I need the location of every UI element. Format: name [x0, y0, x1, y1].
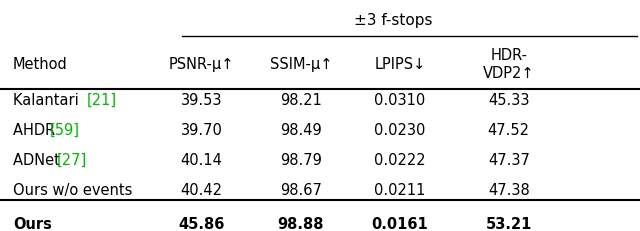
- Text: 39.70: 39.70: [180, 123, 223, 138]
- Text: LPIPS↓: LPIPS↓: [374, 57, 426, 72]
- Text: 98.79: 98.79: [280, 153, 322, 168]
- Text: 0.0211: 0.0211: [374, 183, 426, 198]
- Text: AHDR: AHDR: [13, 123, 60, 138]
- Text: [59]: [59]: [50, 123, 79, 138]
- Text: 98.49: 98.49: [280, 123, 322, 138]
- Text: Method: Method: [13, 57, 68, 72]
- Text: ±3 f-stops: ±3 f-stops: [355, 13, 433, 28]
- Text: SSIM-μ↑: SSIM-μ↑: [269, 57, 332, 72]
- Text: 0.0230: 0.0230: [374, 123, 426, 138]
- Text: 98.67: 98.67: [280, 183, 322, 198]
- Text: 40.42: 40.42: [180, 183, 223, 198]
- Text: ADNet: ADNet: [13, 153, 64, 168]
- Text: 0.0222: 0.0222: [374, 153, 426, 168]
- Text: 39.53: 39.53: [181, 93, 222, 108]
- Text: 98.88: 98.88: [278, 217, 324, 231]
- Text: Ours: Ours: [13, 217, 52, 231]
- Text: 47.52: 47.52: [488, 123, 530, 138]
- Text: PSNR-μ↑: PSNR-μ↑: [169, 57, 234, 72]
- Text: 47.38: 47.38: [488, 183, 530, 198]
- Text: [21]: [21]: [86, 93, 116, 108]
- Text: Kalantari: Kalantari: [13, 93, 83, 108]
- Text: 53.21: 53.21: [486, 217, 532, 231]
- Text: HDR-
VDP2↑: HDR- VDP2↑: [483, 49, 534, 81]
- Text: 47.37: 47.37: [488, 153, 530, 168]
- Text: Ours w/o events: Ours w/o events: [13, 183, 132, 198]
- Text: 0.0161: 0.0161: [372, 217, 428, 231]
- Text: [27]: [27]: [57, 153, 87, 168]
- Text: 45.86: 45.86: [179, 217, 225, 231]
- Text: 98.21: 98.21: [280, 93, 322, 108]
- Text: 40.14: 40.14: [180, 153, 223, 168]
- Text: 45.33: 45.33: [488, 93, 529, 108]
- Text: 0.0310: 0.0310: [374, 93, 426, 108]
